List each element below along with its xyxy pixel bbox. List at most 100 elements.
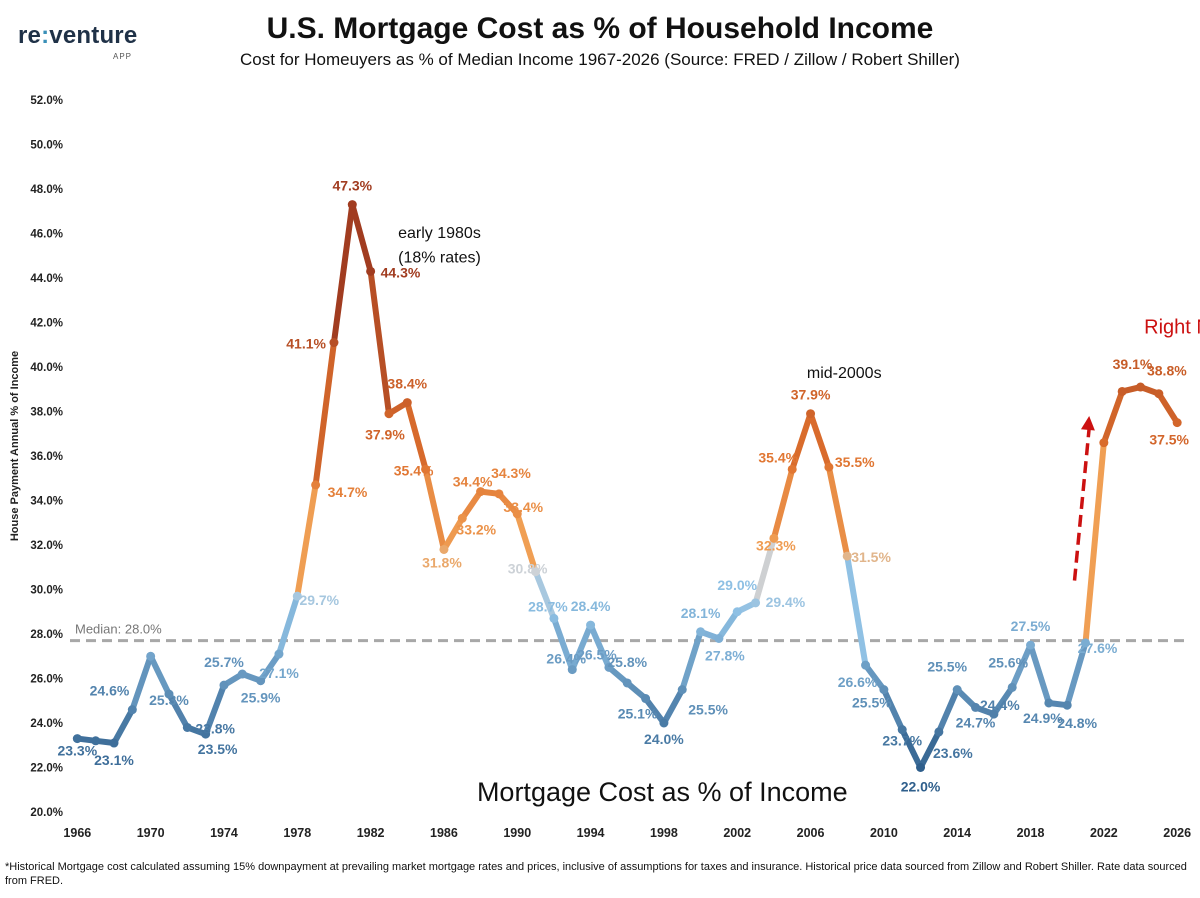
data-label: 26.4% xyxy=(546,651,586,667)
series-line-segment xyxy=(514,510,539,575)
annotation: early 1980s xyxy=(398,225,481,242)
data-label: 33.2% xyxy=(456,521,496,537)
data-label: 23.7% xyxy=(882,733,922,749)
y-tick-label: 50.0% xyxy=(30,140,63,152)
series-line-segment xyxy=(825,464,851,560)
data-point xyxy=(604,662,614,672)
data-label: 31.8% xyxy=(422,554,462,570)
data-point xyxy=(861,660,871,670)
data-label: 24.9% xyxy=(1023,710,1063,726)
data-point xyxy=(586,620,596,630)
data-label: 24.4% xyxy=(980,697,1020,713)
data-label: 27.8% xyxy=(705,647,745,663)
data-label: 35.5% xyxy=(835,454,875,470)
trend-arrow-line xyxy=(1072,427,1091,581)
data-point xyxy=(421,464,431,474)
series-line-segment xyxy=(367,268,392,417)
data-label: 30.8% xyxy=(508,561,548,577)
data-point xyxy=(659,718,669,728)
series-line-segment xyxy=(1064,639,1089,709)
data-point xyxy=(457,513,467,523)
data-point xyxy=(1081,638,1091,648)
data-label: 38.8% xyxy=(1147,363,1187,379)
y-tick-label: 34.0% xyxy=(30,496,63,508)
data-label: 25.8% xyxy=(607,654,647,670)
data-point xyxy=(512,509,522,519)
data-label: 25.9% xyxy=(241,690,281,706)
data-label: 33.4% xyxy=(503,499,543,515)
y-tick-label: 52.0% xyxy=(30,95,63,107)
data-label: 29.7% xyxy=(299,592,339,608)
data-label: 23.3% xyxy=(57,743,97,759)
data-point xyxy=(329,338,339,348)
data-label: 29.4% xyxy=(766,594,806,610)
data-point xyxy=(952,685,962,695)
data-label: 25.6% xyxy=(988,654,1028,670)
y-tick-label: 32.0% xyxy=(30,540,63,552)
footnote: *Historical Mortgage cost calculated ass… xyxy=(5,861,1187,887)
x-tick-label: 2006 xyxy=(797,826,825,840)
data-label: 24.0% xyxy=(644,731,684,747)
x-tick-label: 1994 xyxy=(577,826,605,840)
data-point xyxy=(1044,698,1054,708)
data-point xyxy=(164,689,174,699)
data-label: 28.4% xyxy=(571,598,611,614)
data-point xyxy=(1099,438,1109,448)
series-line-segment xyxy=(1082,439,1107,646)
series-line-segment xyxy=(807,410,832,471)
y-tick-label: 28.0% xyxy=(30,629,63,641)
data-label: 35.4% xyxy=(394,462,434,478)
series-line-segment xyxy=(642,695,667,726)
data-point xyxy=(971,702,981,712)
median-label: Median: 28.0% xyxy=(75,622,162,637)
logo-wordmark: re:venture xyxy=(18,22,138,49)
x-tick-label: 1966 xyxy=(63,826,91,840)
data-label: 34.3% xyxy=(491,465,531,481)
data-label: 24.7% xyxy=(956,714,996,730)
data-point xyxy=(219,680,229,690)
y-tick-label: 48.0% xyxy=(30,184,63,196)
series-line-segment xyxy=(1155,390,1181,426)
data-label: 24.8% xyxy=(1057,715,1097,731)
x-tick-label: 1982 xyxy=(357,826,385,840)
y-tick-label: 36.0% xyxy=(30,451,63,463)
data-point xyxy=(879,685,889,695)
data-point xyxy=(549,613,559,623)
data-point xyxy=(201,729,211,739)
data-point xyxy=(347,200,357,210)
data-point xyxy=(146,651,156,661)
y-tick-label: 26.0% xyxy=(30,674,63,686)
data-label: 25.5% xyxy=(927,659,967,675)
data-point xyxy=(677,685,687,695)
x-tick-label: 2022 xyxy=(1090,826,1118,840)
data-label: 32.3% xyxy=(756,537,796,553)
series-line-segment xyxy=(202,682,227,738)
data-point xyxy=(787,464,797,474)
data-point xyxy=(256,676,266,686)
series-line-segment xyxy=(917,728,942,771)
series-line-segment xyxy=(990,684,1016,718)
series-line-segment xyxy=(349,201,374,275)
annotation: mid-2000s xyxy=(807,365,882,382)
series-label: Mortgage Cost as % of Income xyxy=(477,777,848,807)
data-label: 37.9% xyxy=(791,387,831,403)
series-line-segment xyxy=(899,726,924,771)
series-line-segment xyxy=(459,488,484,522)
data-point xyxy=(732,607,742,617)
data-label: 23.5% xyxy=(198,741,238,757)
chart-subtitle: Cost for Homeuyers as % of Median Income… xyxy=(240,50,960,69)
data-point xyxy=(641,694,651,704)
data-point xyxy=(402,398,412,408)
data-label: 25.1% xyxy=(618,706,658,722)
y-axis-title: House Payment Annual % of Income xyxy=(9,351,21,541)
series-line-segment xyxy=(330,201,356,346)
series-line-segment xyxy=(129,653,154,713)
series-line-segment xyxy=(789,410,814,473)
x-tick-label: 2010 xyxy=(870,826,898,840)
data-label: 47.3% xyxy=(332,178,372,194)
data-point xyxy=(1172,418,1182,428)
x-tick-label: 1974 xyxy=(210,826,238,840)
series-line-segment xyxy=(147,653,172,698)
data-point xyxy=(567,665,577,675)
data-label: 29.0% xyxy=(717,577,757,593)
